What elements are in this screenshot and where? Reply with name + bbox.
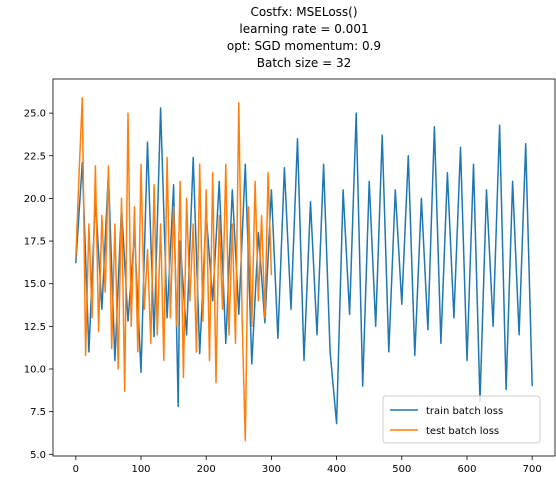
chart-title-line-2: learning rate = 0.001: [239, 22, 368, 36]
y-tick-label: 12.5: [24, 322, 46, 333]
y-tick-label: 7.5: [30, 407, 46, 418]
y-tick-label: 5.0: [30, 450, 46, 461]
series-line-test: [75, 97, 273, 442]
x-tick-label: 300: [262, 464, 281, 475]
x-tick-label: 500: [392, 464, 411, 475]
x-tick-label: 0: [73, 464, 79, 475]
x-tick-label: 100: [131, 464, 150, 475]
y-tick-label: 15.0: [24, 279, 46, 290]
legend-box: [382, 395, 541, 444]
chart-title-line-4: Batch size = 32: [257, 56, 352, 70]
y-axis: 5.0 7.5 10.0 12.5 15.0 17.5 20.0 22.5 25.0: [24, 109, 53, 461]
x-axis: 0 100 200 300 400 500 600 700: [73, 456, 542, 475]
x-tick-label: 700: [523, 464, 542, 475]
x-tick-label: 200: [197, 464, 216, 475]
chart-title: Costfx: MSELoss() learning rate = 0.001 …: [227, 5, 381, 70]
x-tick-label: 400: [327, 464, 346, 475]
y-tick-label: 10.0: [24, 365, 46, 376]
y-tick-label: 20.0: [24, 194, 46, 205]
legend-label-test: test batch loss: [426, 426, 499, 437]
y-tick-label: 22.5: [24, 151, 46, 162]
plot-series: [75, 97, 533, 442]
y-tick-label: 17.5: [24, 237, 46, 248]
y-tick-label: 25.0: [24, 109, 46, 120]
x-tick-label: 600: [457, 464, 476, 475]
series-line-train: [75, 107, 533, 425]
legend: train batch loss test batch loss: [382, 395, 541, 444]
chart-title-line-1: Costfx: MSELoss(): [250, 5, 357, 19]
chart-title-line-3: opt: SGD momentum: 0.9: [227, 39, 381, 53]
plot-frame: [52, 78, 556, 457]
legend-label-train: train batch loss: [426, 406, 503, 417]
